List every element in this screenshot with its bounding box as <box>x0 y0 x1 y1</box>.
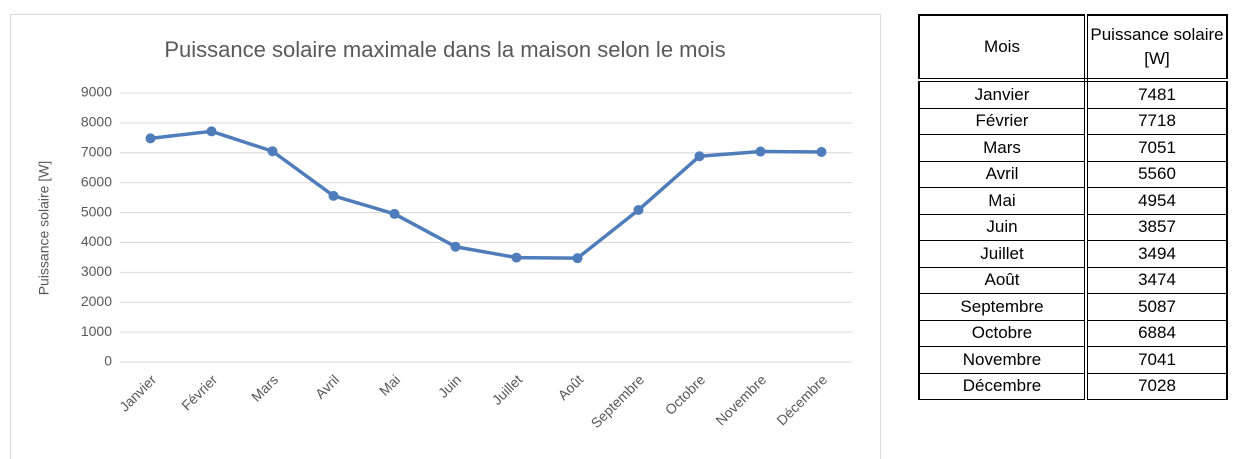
point <box>511 252 522 263</box>
point <box>572 253 583 264</box>
value-cell: 3857 <box>1085 213 1228 241</box>
y-tick-label: 6000 <box>81 173 112 189</box>
y-tick-label: 8000 <box>81 114 112 130</box>
month-cell: Octobre <box>918 319 1088 347</box>
value-cell: 7718 <box>1085 107 1228 135</box>
y-tick-label: 2000 <box>81 293 112 309</box>
point <box>206 126 217 137</box>
chart-frame <box>10 14 881 459</box>
month-cell: Mars <box>918 134 1088 162</box>
month-cell: Août <box>918 266 1088 294</box>
table-row: Avril 5560 <box>918 160 1228 188</box>
table-row: Juin 3857 <box>918 213 1228 241</box>
table-row: Octobre 6884 <box>918 319 1228 347</box>
table-header: Puissance solaire [W] <box>1085 14 1228 82</box>
month-cell: Juillet <box>918 240 1088 268</box>
value-cell: 5087 <box>1085 293 1228 321</box>
month-cell: Novembre <box>918 346 1088 374</box>
point <box>328 190 339 201</box>
y-tick-label: 9000 <box>81 84 112 100</box>
table-header: Mois <box>918 14 1088 82</box>
chart-title: Puissance solaire maximale dans la maiso… <box>164 37 725 62</box>
month-cell: Janvier <box>918 79 1088 109</box>
month-cell: Avril <box>918 160 1088 188</box>
value-cell: 4954 <box>1085 187 1228 215</box>
month-cell: Juin <box>918 213 1088 241</box>
y-tick-label: 7000 <box>81 143 112 159</box>
y-tick-label: 1000 <box>81 323 112 339</box>
value-cell: 7028 <box>1085 372 1228 400</box>
point <box>450 241 461 252</box>
table-row: Mars 7051 <box>918 134 1228 162</box>
table-row: Janvier 7481 <box>918 79 1228 109</box>
point <box>145 133 156 144</box>
value-cell: 7041 <box>1085 346 1228 374</box>
table-row: Décembre 7028 <box>918 372 1228 400</box>
point <box>633 204 644 215</box>
table-row: Février 7718 <box>918 107 1228 135</box>
value-cell: 3474 <box>1085 266 1228 294</box>
month-cell: Février <box>918 107 1088 135</box>
point <box>755 146 766 157</box>
y-tick-label: 5000 <box>81 203 112 219</box>
table-row: Mai 4954 <box>918 187 1228 215</box>
table-row: Novembre 7041 <box>918 346 1228 374</box>
point <box>816 146 827 157</box>
month-cell: Mai <box>918 187 1088 215</box>
month-cell: Décembre <box>918 372 1088 400</box>
value-cell: 5560 <box>1085 160 1228 188</box>
table-row: Août 3474 <box>918 266 1228 294</box>
month-cell: Septembre <box>918 293 1088 321</box>
y-tick-label: 3000 <box>81 263 112 279</box>
value-cell: 7051 <box>1085 134 1228 162</box>
y-axis-label: Puissance solaire [W] <box>36 161 52 296</box>
value-cell: 6884 <box>1085 319 1228 347</box>
value-cell: 7481 <box>1085 79 1228 109</box>
table-row: Septembre 5087 <box>918 293 1228 321</box>
table-row: Juillet 3494 <box>918 240 1228 268</box>
point <box>389 208 400 219</box>
line <box>150 129 822 260</box>
y-tick-label: 0 <box>104 353 112 369</box>
data-table: Mois Puissance solaire [W] Janvier 7481 Fé… <box>918 14 1228 400</box>
y-tick-label: 4000 <box>81 233 112 249</box>
point <box>267 146 278 157</box>
point <box>694 151 705 162</box>
value-cell: 3494 <box>1085 240 1228 268</box>
